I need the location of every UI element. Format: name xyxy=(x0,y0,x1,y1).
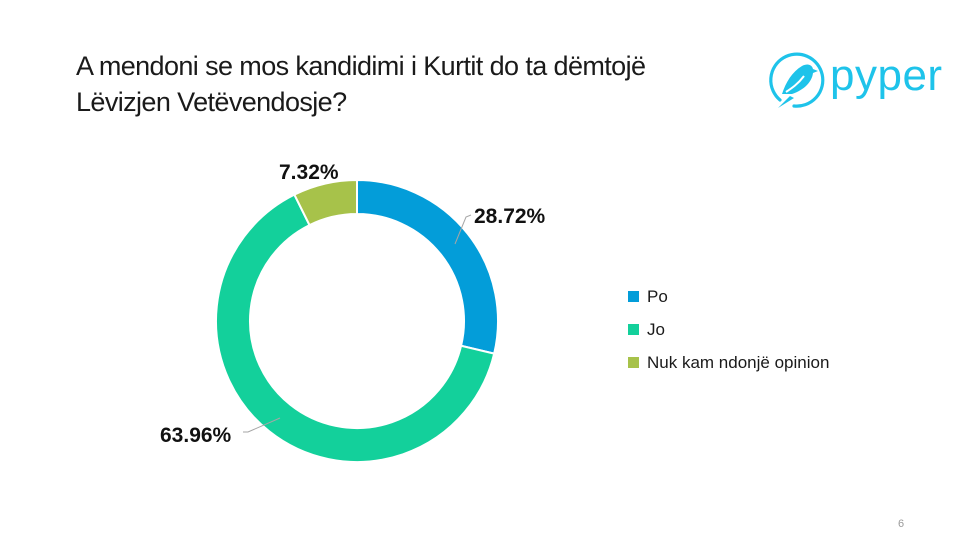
donut-slices xyxy=(215,178,499,463)
legend-swatch-jo xyxy=(628,324,639,335)
data-label-po: 28.72% xyxy=(474,205,546,228)
legend-item-jo: Jo xyxy=(628,313,829,346)
leader-line-po xyxy=(454,214,472,245)
leader-line-jo xyxy=(243,417,281,433)
legend-label: Jo xyxy=(647,319,665,339)
chart-title: A mendoni se mos kandidimi i Kurtit do t… xyxy=(76,51,646,117)
donut-slice-nuk xyxy=(293,178,358,227)
pyper-logo: pyper xyxy=(768,48,968,112)
bird-in-circle-icon xyxy=(769,52,825,108)
legend-item-po: Po xyxy=(628,280,829,313)
legend-item-nuk: Nuk kam ndonjë opinion xyxy=(628,346,829,379)
logo-text: pyper xyxy=(830,51,943,100)
legend-swatch-nuk xyxy=(628,357,639,368)
page-number: 6 xyxy=(898,518,905,530)
chart-legend: Po Jo Nuk kam ndonjë opinion xyxy=(628,280,829,379)
donut-slice-jo xyxy=(215,193,496,463)
data-label-jo: 63.96% xyxy=(160,424,232,447)
legend-label: Po xyxy=(647,286,668,306)
data-label-nuk: 7.32% xyxy=(279,161,339,184)
legend-swatch-po xyxy=(628,291,639,302)
legend-label: Nuk kam ndonjë opinion xyxy=(647,352,830,372)
